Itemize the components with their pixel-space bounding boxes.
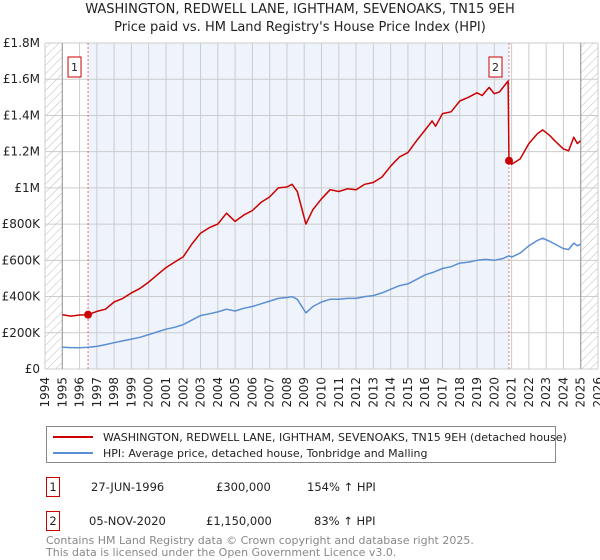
y-tick-label: £800K [2,217,42,231]
sale-row-2: 2 05-NOV-2020 £1,150,000 83% ↑ HPI [46,511,446,531]
legend-item-hpi: HPI: Average price, detached house, Tonb… [53,445,428,461]
y-tick-label: £600K [2,253,42,267]
y-tick-label: £1.6M [3,72,40,86]
x-tick-label: 1999 [124,377,138,408]
x-tick-label: 2018 [453,377,467,408]
sale-price: £300,000 [216,480,271,494]
red-line-swatch [53,436,93,438]
y-tick-label: £400K [2,290,42,304]
ownership-shading [88,43,510,369]
blue-line-swatch [53,452,93,454]
y-tick-label: £0 [25,362,40,376]
legend: WASHINGTON, REDWELL LANE, IGHTHAM, SEVEN… [46,426,567,463]
x-tick-label: 1998 [107,377,121,408]
y-tick-label: £1M [14,181,40,195]
x-tick-label: 2000 [142,377,156,408]
x-tick-label: 2013 [366,377,380,408]
legend-item-property: WASHINGTON, REDWELL LANE, IGHTHAM, SEVEN… [53,429,567,445]
hpi-line [62,237,582,349]
x-tick-label: 2016 [418,377,432,408]
sale-point-marker [505,156,514,165]
x-tick-label: 1997 [90,377,104,408]
x-tick-label: 2017 [435,377,449,408]
sale-point-marker [84,310,93,319]
footer: Contains HM Land Registry data © Crown c… [46,535,474,559]
y-tick-label: £1.4M [3,108,40,122]
sale-price: £1,150,000 [206,514,272,528]
annotation-label: 2 [492,61,499,74]
y-tick-label: £1.8M [3,36,40,50]
hatched-area-right [580,43,598,369]
sale-hpi: 83% ↑ HPI [314,514,376,528]
y-tick-label: £200K [2,326,42,340]
sale-row-1: 1 27-JUN-1996 £300,000 154% ↑ HPI [46,477,446,497]
x-tick-label: 2001 [159,377,173,408]
price-chart: 1994 1995 1996 1997 1998 1999 2000 2001 2002 2003… [2,36,600,408]
x-tick-label: 2004 [211,377,225,408]
x-tick-label: 2020 [487,377,501,408]
x-tick-label: 2024 [556,377,570,408]
x-tick-label: 1996 [73,377,87,408]
x-tick-label: 2008 [280,377,294,408]
y-tick-label: £1.2M [3,145,40,159]
x-tick-label: 1995 [55,377,69,408]
x-tick-label: 2011 [332,377,346,408]
x-tick-label: 2005 [228,377,242,408]
chart-subtitle: Price paid vs. HM Land Registry's House … [114,20,486,35]
footer-copyright: Contains HM Land Registry data © Crown c… [46,534,474,547]
chart-title: WASHINGTON, REDWELL LANE, IGHTHAM, SEVEN… [85,2,515,17]
legend-label-property: WASHINGTON, REDWELL LANE, IGHTHAM, SEVEN… [103,430,567,444]
sale-hpi: 154% ↑ HPI [307,480,376,494]
x-tick-label: 2026 [591,377,600,408]
hatched-area-left [45,43,63,369]
legend-label-hpi: HPI: Average price, detached house, Tonb… [103,446,428,460]
x-tick-label: 2014 [384,377,398,408]
x-tick-label: 1994 [38,377,52,408]
annotation-box [488,56,503,78]
x-tick-label: 2003 [194,377,208,408]
x-tick-label: 2015 [401,377,415,408]
x-tick-label: 2021 [505,377,519,408]
sale-date: 05-NOV-2020 [89,514,166,528]
x-tick-label: 2025 [574,377,588,408]
x-tick-label: 2009 [297,377,311,408]
x-tick-label: 2012 [349,377,363,408]
footer-licence: This data is licensed under the Open Gov… [46,546,397,559]
x-tick-label: 2002 [176,377,190,408]
annotation-box [67,56,82,78]
annotation-label: 1 [71,61,78,74]
x-tick-label: 2006 [245,377,259,408]
x-tick-label: 2022 [522,377,536,408]
sale-date: 27-JUN-1996 [91,480,165,494]
x-tick-label: 2010 [315,377,329,408]
x-tick-label: 2007 [263,377,277,408]
sale-marker: 2 [46,511,60,531]
x-tick-label: 2019 [470,377,484,408]
x-tick-label: 2023 [539,377,553,408]
sale-marker: 1 [46,477,60,497]
